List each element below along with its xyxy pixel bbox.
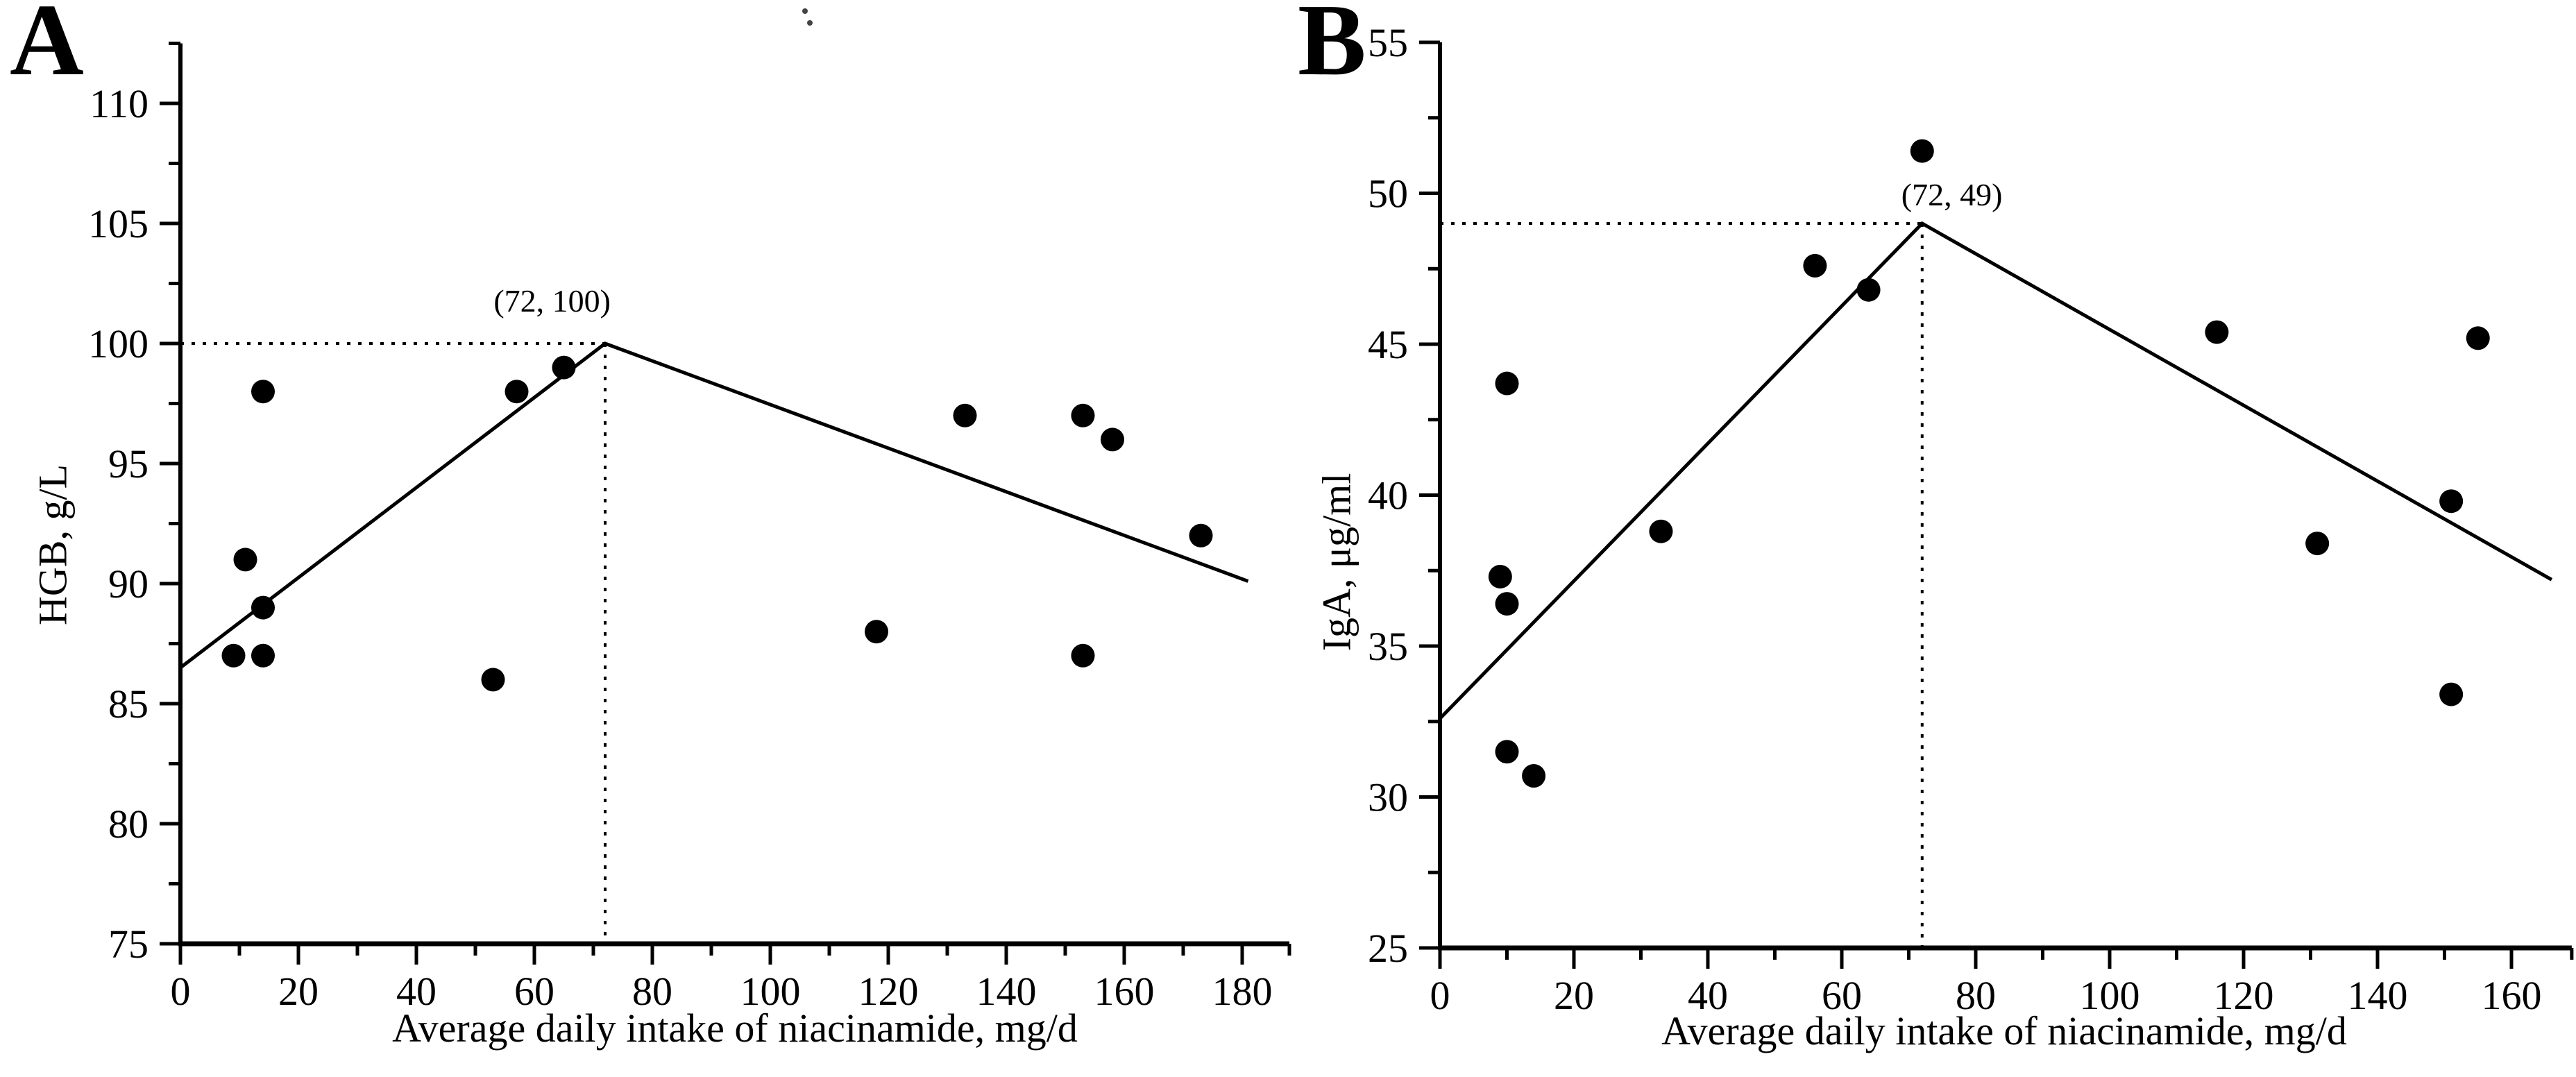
y-tick-label: 105	[88, 201, 149, 246]
y-tick-label: 95	[108, 441, 149, 486]
x-tick-label: 60	[1822, 973, 1862, 1018]
x-tick-label: 40	[1688, 973, 1728, 1018]
y-tick-label: 45	[1368, 322, 1408, 367]
data-point	[1495, 740, 1519, 764]
piecewise-fit-line	[1439, 221, 2553, 720]
plot-area-b: 25 30 35 40 45 50 55 0 20 40 60 80 100 120 140 160 (72, …	[1368, 20, 2574, 1018]
plot-area-a: 75 80 85 90 95 100 105 110 0 20 40 60 80 100 120 140 160…	[88, 8, 1291, 1014]
scan-artifact-speck	[802, 8, 808, 14]
data-point	[1649, 519, 1673, 543]
x-tick-label: 160	[1094, 969, 1155, 1014]
data-point	[2305, 532, 2330, 556]
data-point	[251, 595, 275, 620]
panel-b: 25 30 35 40 45 50 55 0 20 40 60 80 100 120 140 160 (72, …	[1288, 0, 2576, 1077]
y-axis-label-a: HGB, g/L	[30, 464, 76, 625]
panel-letter-a: A	[10, 0, 84, 97]
x-tick-label: 100	[2080, 973, 2140, 1018]
data-point	[233, 548, 257, 572]
piecewise-fit-line	[179, 341, 1249, 670]
y-tick-label: 100	[88, 321, 149, 366]
y-tick-label: 35	[1368, 624, 1408, 669]
x-tick-label: 0	[171, 969, 191, 1014]
x-tick-label: 40	[396, 969, 437, 1014]
x-tick-label: 140	[2348, 973, 2408, 1018]
panel-letter-b: B	[1298, 0, 1366, 97]
x-tick-label: 0	[1430, 973, 1450, 1018]
x-tick-label: 100	[740, 969, 801, 1014]
data-point	[1495, 371, 1519, 396]
data-point	[2205, 320, 2229, 344]
data-point	[865, 620, 888, 644]
y-tick-label: 85	[108, 681, 149, 727]
y-tick-label: 50	[1368, 171, 1408, 217]
data-point	[953, 403, 977, 427]
data-point	[1803, 253, 1827, 278]
data-point	[1071, 403, 1095, 427]
x-tick-label: 160	[2482, 973, 2542, 1018]
x-tick-label: 60	[514, 969, 554, 1014]
scan-artifact-speck	[807, 20, 813, 26]
data-point	[2466, 326, 2490, 350]
data-point	[251, 643, 275, 668]
data-point	[2439, 682, 2464, 706]
data-point	[552, 355, 576, 380]
x-tick-label: 120	[858, 969, 919, 1014]
x-tick-label: 80	[632, 969, 672, 1014]
data-point	[1488, 564, 1512, 588]
data-point	[1101, 427, 1124, 452]
data-point	[221, 643, 246, 668]
y-tick-label: 55	[1368, 20, 1408, 65]
y-tick-label: 30	[1368, 775, 1408, 820]
data-point	[2439, 489, 2464, 514]
x-tick-label: 20	[278, 969, 319, 1014]
x-tick-label: 140	[976, 969, 1037, 1014]
data-point	[1910, 139, 1934, 163]
data-point	[1522, 764, 1546, 788]
x-tick-label: 80	[1956, 973, 1996, 1018]
y-tick-label: 80	[108, 802, 149, 847]
y-axis-label-b: IgA, μg/ml	[1314, 473, 1359, 652]
x-tick-label: 120	[2214, 973, 2274, 1018]
data-point	[481, 668, 505, 692]
data-point	[251, 380, 275, 404]
y-tick-label: 40	[1368, 473, 1408, 518]
breakpoint-annotation: (72, 100)	[493, 283, 611, 319]
x-axis-label-a: Average daily intake of niacinamide, mg/…	[392, 1006, 1078, 1051]
x-tick-label: 180	[1212, 969, 1273, 1014]
y-tick-label: 90	[108, 561, 149, 607]
data-point	[1495, 592, 1519, 616]
data-point	[1856, 278, 1881, 302]
y-tick-label: 110	[90, 81, 149, 126]
data-point	[1189, 523, 1213, 548]
data-point	[1071, 643, 1095, 668]
y-tick-label: 75	[108, 922, 149, 967]
breakpoint-annotation: (72, 49)	[1901, 177, 2003, 212]
x-tick-label: 20	[1554, 973, 1594, 1018]
data-point	[505, 380, 529, 404]
x-axis-label-b: Average daily intake of niacinamide, mg/…	[1661, 1008, 2347, 1053]
y-tick-label: 25	[1368, 926, 1408, 971]
panel-a: 75 80 85 90 95 100 105 110 0 20 40 60 80 100 120 140 160…	[10, 0, 1291, 1051]
